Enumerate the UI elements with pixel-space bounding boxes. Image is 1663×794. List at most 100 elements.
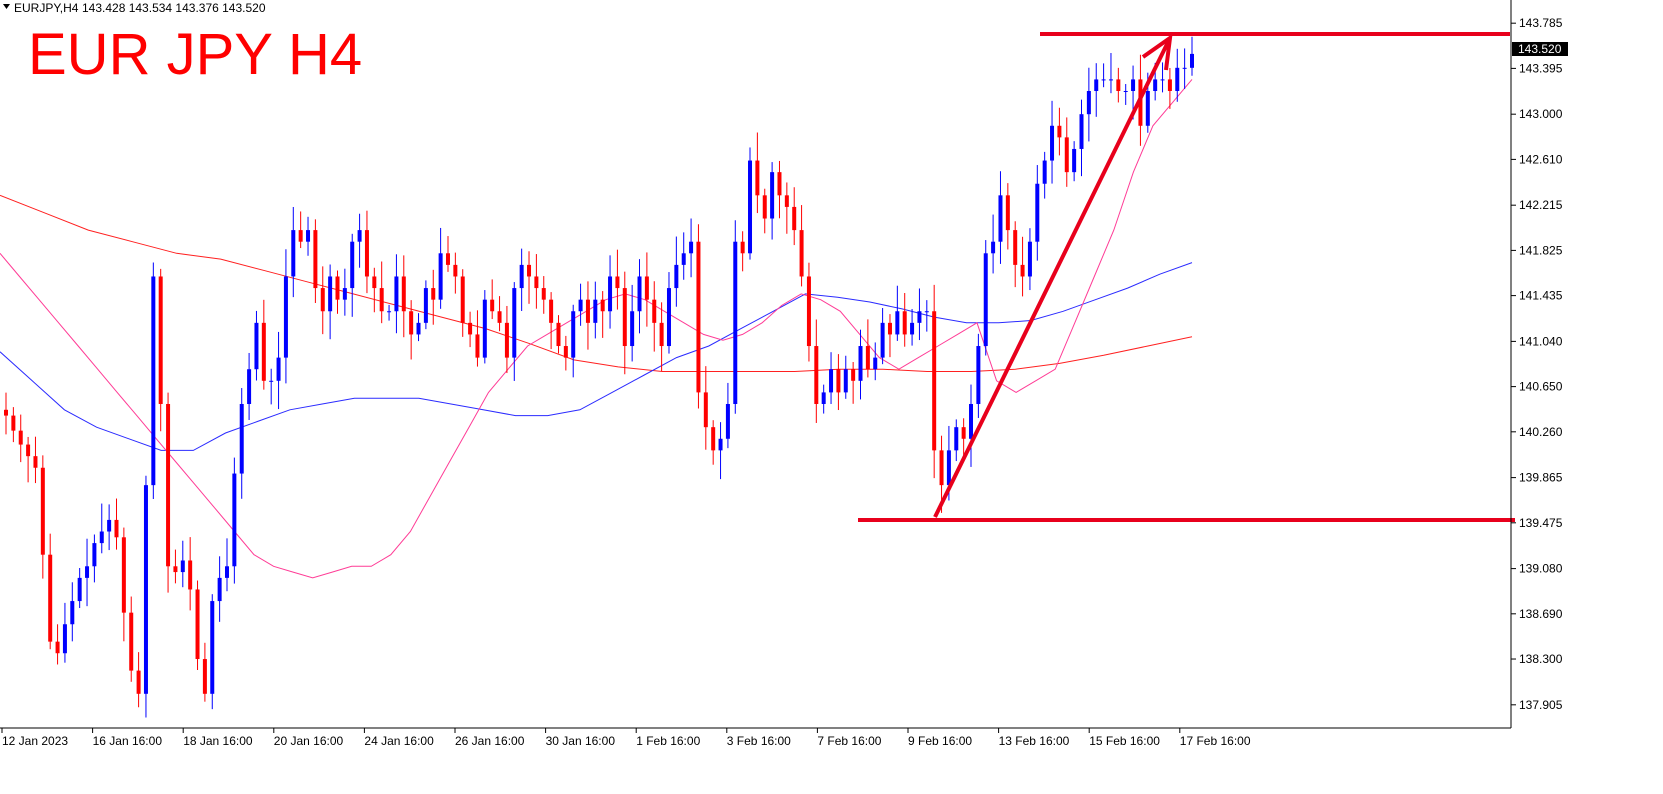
candle-body (571, 311, 576, 358)
candle-body (379, 288, 384, 312)
candle (1086, 67, 1091, 142)
candle (814, 319, 819, 423)
candle-body (490, 299, 495, 312)
candle-body (1108, 79, 1113, 81)
candle-body (652, 299, 657, 323)
dropdown-triangle-icon[interactable] (3, 4, 10, 9)
candle-body (423, 288, 428, 323)
candle-body (740, 241, 745, 254)
candle (924, 300, 929, 332)
candle-body (70, 601, 75, 625)
candle-body (33, 456, 38, 468)
ma-mid-line (0, 262, 1193, 451)
trend-arrow-shaft (933, 37, 1172, 518)
candle (895, 285, 900, 341)
y-tick-label: 142.610 (1519, 152, 1563, 166)
candle-body (689, 241, 694, 254)
candle (291, 206, 296, 298)
candle (512, 282, 517, 381)
y-tick-label: 139.080 (1519, 562, 1563, 576)
y-tick-label: 141.040 (1519, 334, 1563, 348)
candle-body (48, 554, 53, 642)
candle (762, 188, 767, 234)
candle (364, 210, 369, 294)
candle (482, 290, 487, 364)
candle-body (1013, 230, 1018, 265)
candle (99, 503, 104, 554)
x-tick-label: 17 Feb 16:00 (1180, 734, 1251, 748)
candle (1035, 165, 1040, 261)
candle (556, 315, 561, 354)
candle (62, 602, 67, 663)
candle (689, 218, 694, 278)
candle (1005, 183, 1010, 250)
candle (129, 596, 134, 682)
candle-body (217, 577, 222, 602)
y-tick-label: 143.785 (1519, 16, 1563, 30)
candle (158, 268, 163, 432)
x-tick-label: 24 Jan 16:00 (364, 734, 434, 748)
candle (372, 267, 377, 313)
candle (976, 333, 981, 418)
candle-body (129, 612, 134, 671)
candle (1072, 141, 1077, 182)
candle-body (77, 577, 82, 602)
candle (954, 419, 959, 462)
candle (902, 293, 907, 347)
candle (829, 352, 834, 405)
candle-body (1035, 183, 1040, 242)
x-tick-label: 3 Feb 16:00 (727, 734, 791, 748)
candle (865, 319, 870, 378)
candle (608, 255, 613, 329)
candle-body (534, 276, 539, 289)
candle-body (1094, 79, 1099, 91)
candle-body (961, 427, 966, 439)
candle (1020, 236, 1025, 297)
candle-body (549, 299, 554, 323)
candle-body (195, 589, 200, 660)
candle-body (4, 409, 8, 416)
candle-body (1160, 79, 1165, 81)
candle-body (681, 253, 686, 265)
candle-body (711, 427, 716, 451)
candle-body (792, 206, 797, 231)
candle-body (1005, 195, 1010, 231)
candle (630, 284, 635, 362)
candle-body (784, 195, 789, 207)
y-tick-label: 141.825 (1519, 243, 1563, 257)
candle (114, 498, 119, 550)
candle-body (350, 241, 355, 289)
candle-body (578, 299, 583, 312)
candle (851, 362, 856, 404)
candle (983, 240, 988, 356)
x-tick-label: 20 Jan 16:00 (274, 734, 344, 748)
candle (11, 407, 16, 443)
symbol-label: EURJPY,H4 (14, 1, 79, 15)
candle-body (1175, 67, 1180, 91)
candle (431, 269, 436, 325)
candle (703, 366, 708, 450)
candle-body (939, 450, 944, 486)
candle (784, 182, 789, 234)
candle-body (733, 241, 738, 404)
candle (600, 291, 605, 338)
candle (622, 271, 627, 375)
candle-body (851, 369, 856, 381)
candle (549, 292, 554, 350)
candle-body (136, 670, 141, 694)
candle (718, 422, 723, 480)
candle (585, 281, 590, 350)
candle-body (622, 288, 627, 347)
candle (1167, 67, 1172, 109)
candle-body (394, 276, 399, 312)
candle-body (873, 357, 878, 370)
candle-body (932, 311, 937, 451)
candle (711, 420, 716, 465)
candle-body (62, 624, 67, 654)
candle (593, 281, 598, 339)
x-tick-label: 7 Feb 16:00 (817, 734, 881, 748)
candle (33, 436, 38, 484)
candle (1116, 67, 1121, 103)
candle (858, 329, 863, 400)
